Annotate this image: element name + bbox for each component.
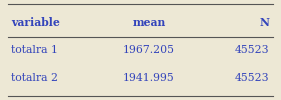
Text: totalra 1: totalra 1 — [11, 45, 58, 55]
Text: 45523: 45523 — [235, 73, 270, 83]
Text: N: N — [260, 16, 270, 28]
Text: totalra 2: totalra 2 — [11, 73, 58, 83]
Text: 1967.205: 1967.205 — [123, 45, 175, 55]
Text: 1941.995: 1941.995 — [123, 73, 175, 83]
Text: 45523: 45523 — [235, 45, 270, 55]
Text: mean: mean — [132, 16, 166, 28]
Text: variable: variable — [11, 16, 60, 28]
